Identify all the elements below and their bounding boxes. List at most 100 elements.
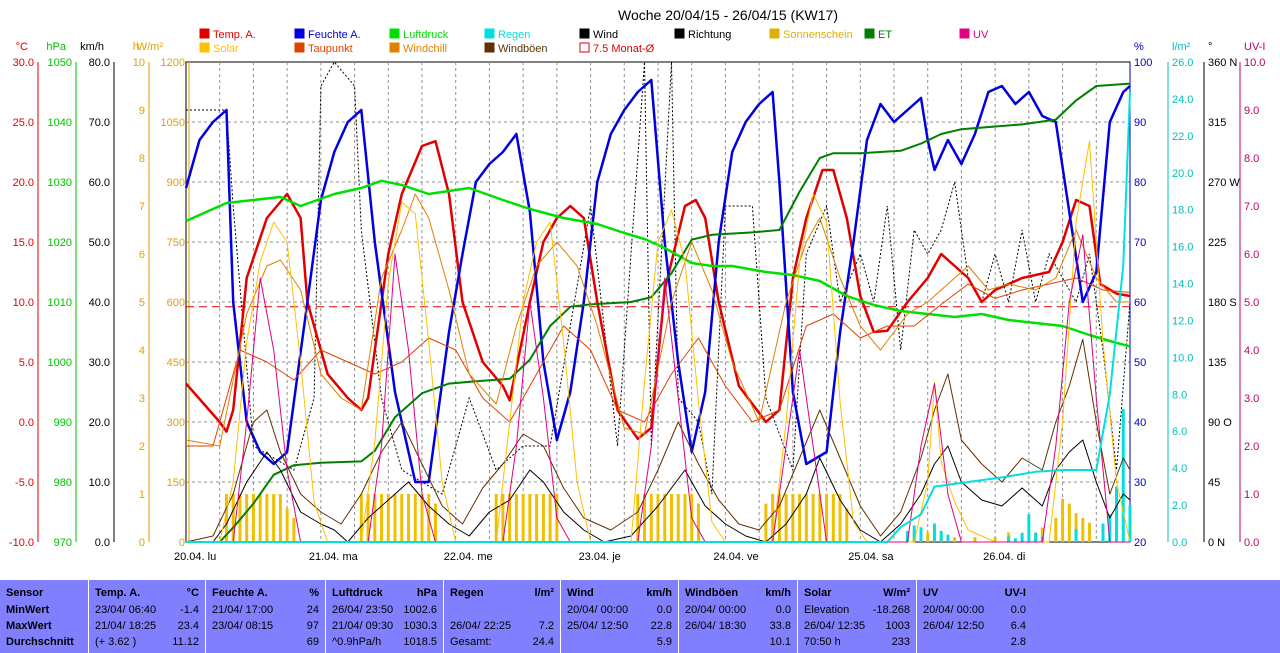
- sunshine-bar: [676, 494, 680, 542]
- stats-cell-time: 26/04/ 12:35: [804, 620, 866, 632]
- stats-cell-value: -1.4: [180, 604, 199, 616]
- sunshine-bar: [825, 494, 829, 542]
- sunshine-bar: [973, 537, 977, 542]
- sunshine-bar: [400, 494, 404, 542]
- sunshine-bar: [407, 494, 411, 542]
- sunshine-bar: [251, 494, 255, 542]
- sunshine-bar: [501, 494, 505, 542]
- sunshine-bar: [798, 494, 802, 542]
- weather-chart: Woche 20/04/15 - 26/04/15 (KW17)°C30.025…: [9, 7, 1266, 563]
- sunshine-bar: [831, 494, 835, 542]
- axis-unit-label: UV-I: [1244, 41, 1265, 53]
- sunshine-bar: [663, 494, 667, 542]
- legend-label: Richtung: [688, 29, 731, 41]
- axis-tick-label: 1.0: [1244, 489, 1259, 501]
- stats-cell-value: 23.4: [177, 620, 199, 632]
- stats-header-label: Feuchte A.: [212, 587, 268, 599]
- series-luftdruck: [185, 179, 1131, 348]
- stats-column: Sensor MinWert MaxWert Durchschnitt: [0, 580, 88, 653]
- axis-tick-label: 0: [139, 537, 145, 549]
- axis-tick-label: 0.0: [95, 537, 110, 549]
- x-tick-label: 20.04. lu: [174, 551, 216, 563]
- rain-bar: [1121, 409, 1125, 542]
- stats-cell-value: 11.12: [172, 636, 199, 648]
- rain-bar: [1074, 529, 1078, 542]
- series-taupunkt: [186, 277, 1131, 447]
- axis-unit-label: hPa: [46, 41, 66, 53]
- sunshine-bar: [643, 494, 647, 542]
- axis-unit-label: l/m²: [1172, 41, 1191, 53]
- sunshine-bar: [838, 494, 842, 542]
- axis-tick-label: 2.0: [1172, 500, 1187, 512]
- axis-unit-label: km/h: [80, 41, 104, 53]
- stats-cell-time: (+ 3.62 ): [95, 636, 137, 648]
- axis-tick-label: 7: [139, 201, 145, 213]
- axis-unit-label: W/m²: [137, 41, 164, 53]
- rain-bar: [1020, 532, 1024, 542]
- sunshine-bar: [1054, 518, 1058, 542]
- rain-bar: [1034, 532, 1038, 542]
- axis-tick-label: 9: [139, 105, 145, 117]
- rain-bar: [919, 527, 923, 542]
- sunshine-bar: [771, 494, 775, 542]
- stats-cell-value: 0.0: [1010, 604, 1026, 616]
- stats-column: Wind km/h 20/04/ 00:00 0.0 25/04/ 12:50 22.8 5…: [560, 580, 678, 653]
- stats-column: Luftdruck hPa 26/04/ 23:50 1002.6 21/04/ 09:…: [325, 580, 443, 653]
- axis-tick-label: 10.0: [1244, 57, 1265, 69]
- axis-tick-label: 0.0: [19, 417, 34, 429]
- sunshine-bar: [818, 494, 822, 542]
- sunshine-bar: [514, 494, 518, 542]
- rain-bar: [946, 534, 950, 542]
- sunshine-bar: [373, 494, 377, 542]
- axis-tick-label: 6.0: [1172, 426, 1187, 438]
- stats-row-label: Durchschnitt: [6, 636, 74, 648]
- axis-tick-label: 20.0: [1172, 168, 1193, 180]
- stats-header-label: Solar: [804, 587, 832, 599]
- sunshine-bar: [636, 494, 640, 542]
- legend-label: Temp. A.: [213, 29, 256, 41]
- axis-tick-label: 22.0: [1172, 131, 1193, 143]
- axis-tick-label: 5: [139, 297, 145, 309]
- stats-cell-value: 33.8: [769, 620, 791, 632]
- stats-cell-time: Elevation: [804, 604, 850, 616]
- sunshine-bar: [420, 494, 424, 542]
- stats-cell-time: Gesamt:: [450, 636, 492, 648]
- sunshine-bar: [669, 494, 673, 542]
- legend-swatch: [484, 28, 495, 39]
- sunshine-bar: [548, 494, 552, 542]
- axis-tick-label: 8.0: [1244, 153, 1259, 165]
- axis-tick-label: 30.0: [13, 57, 34, 69]
- stats-cell-time: 25/04/ 12:50: [567, 620, 629, 632]
- sunshine-bar: [656, 494, 660, 542]
- series-wind: [186, 439, 1131, 543]
- axis-tick-label: 3: [139, 393, 145, 405]
- legend-swatch: [294, 28, 305, 39]
- stats-cell-value: 24: [306, 604, 319, 616]
- legend-swatch: [579, 42, 590, 53]
- axis-tick-label: 15.0: [13, 237, 34, 249]
- stats-header-unit: km/h: [646, 587, 672, 599]
- legend-swatch: [674, 28, 685, 39]
- axis-tick-label: 40.0: [89, 297, 110, 309]
- stats-column: Solar W/m² Elevation -18.268 26/04/ 12:35 100…: [797, 580, 916, 653]
- stats-cell-time: 26/04/ 18:30: [685, 620, 747, 632]
- sunshine-bar: [285, 508, 289, 542]
- axis-tick-label: 1020: [48, 237, 72, 249]
- axis-unit-label: °C: [16, 41, 28, 53]
- stats-header-label: Wind: [567, 587, 594, 599]
- sunshine-bar: [224, 494, 228, 542]
- sunshine-bar: [1061, 498, 1065, 542]
- sunshine-bar: [521, 494, 525, 542]
- sunshine-bar: [535, 494, 539, 542]
- axis-tick-label: 1000: [48, 357, 72, 369]
- legend-label: Windböen: [498, 43, 548, 55]
- axis-tick-label: 80.0: [89, 57, 110, 69]
- sunshine-bar: [528, 494, 532, 542]
- stats-header-unit: °C: [186, 587, 199, 599]
- axis-tick-label: 30: [1134, 477, 1146, 489]
- axis-tick-label: 10.0: [1172, 352, 1193, 364]
- rain-bar: [1115, 486, 1119, 542]
- axis-tick-label: 5.0: [1244, 297, 1259, 309]
- legend-label: Wind: [593, 29, 618, 41]
- stats-cell-value: 1030.3: [403, 620, 437, 632]
